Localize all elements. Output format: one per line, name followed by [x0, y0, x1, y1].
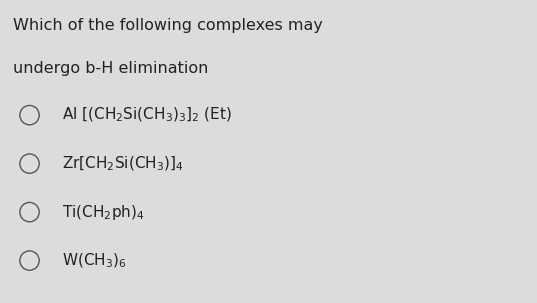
Text: Zr[CH$_2$Si(CH$_3$)]$_4$: Zr[CH$_2$Si(CH$_3$)]$_4$ — [62, 155, 184, 173]
Text: Ti(CH$_2$ph)$_4$: Ti(CH$_2$ph)$_4$ — [62, 203, 144, 221]
Text: Al [(CH$_2$Si(CH$_3$)$_3$]$_2$ (Et): Al [(CH$_2$Si(CH$_3$)$_3$]$_2$ (Et) — [62, 106, 232, 124]
Text: Which of the following complexes may: Which of the following complexes may — [13, 18, 323, 33]
Text: undergo b-H elimination: undergo b-H elimination — [13, 61, 209, 76]
Text: W(CH$_3$)$_6$: W(CH$_3$)$_6$ — [62, 251, 127, 270]
